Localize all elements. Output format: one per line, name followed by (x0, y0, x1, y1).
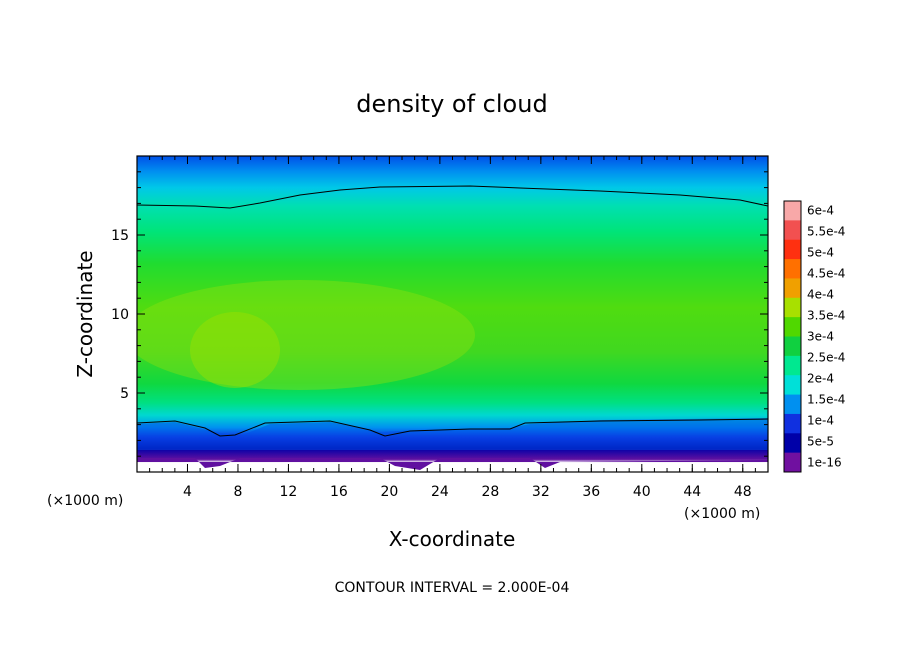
high-density-core (190, 312, 280, 388)
x-tick-label: 36 (582, 484, 600, 500)
y-tick-label: 10 (111, 307, 129, 323)
colorbar-frame (783, 200, 802, 473)
colorbar-label: 4e-4 (807, 288, 834, 302)
colorbar-label: 5e-5 (807, 434, 834, 448)
colorbar-label: 4.5e-4 (807, 267, 845, 281)
chart-title: density of cloud (356, 90, 547, 118)
x-tick-label: 8 (233, 484, 242, 500)
colorbar-swatch (784, 297, 801, 318)
colorbar-label: 5e-4 (807, 246, 834, 260)
density-field (137, 156, 768, 472)
colorbar-swatch (784, 375, 801, 396)
colorbar-label: 1e-4 (807, 413, 834, 427)
ground-band (137, 458, 768, 470)
x-tick-label: 16 (330, 484, 348, 500)
colorbar-swatch (784, 220, 801, 241)
colorbar-label: 5.5e-4 (807, 225, 845, 239)
colorbar-swatch (784, 413, 801, 434)
colorbar-swatch (784, 355, 801, 376)
colorbar-label: 2e-4 (807, 371, 834, 385)
y-tick-label: 15 (111, 228, 129, 244)
x-axis-ticks: 4 8 12 16 20 24 28 32 36 40 44 48 (149, 156, 756, 500)
colorbar-swatch (784, 239, 801, 260)
y-tick-label: 5 (120, 386, 129, 402)
x-tick-label: 28 (481, 484, 499, 500)
colorbar-swatch (784, 201, 801, 221)
colorbar-swatch (784, 452, 801, 473)
colorbar-swatch (784, 433, 801, 454)
colorbar-label: 3e-4 (807, 330, 834, 344)
lower-dip-fill (137, 418, 768, 450)
colorbar-swatch (784, 259, 801, 279)
x-axis-title: X-coordinate (389, 527, 516, 551)
colorbar: 6e-4 5.5e-4 5e-4 4.5e-4 4e-4 3.5e-4 3e-4 2.5e-4… (783, 200, 845, 473)
x-tick-label: 48 (734, 484, 752, 500)
upper-contour-line (137, 185, 768, 209)
colorbar-swatch (784, 278, 801, 299)
colorbar-label: 6e-4 (807, 204, 834, 218)
lower-contour-line (137, 418, 768, 437)
x-tick-label: 20 (380, 484, 398, 500)
contour-interval-note: CONTOUR INTERVAL = 2.000E-04 (335, 580, 570, 596)
colorbar-label: 3.5e-4 (807, 309, 845, 323)
colorbar-swatch (784, 394, 801, 415)
high-density-blob (137, 280, 475, 390)
colorbar-label: 2.5e-4 (807, 350, 845, 364)
x-tick-label: 4 (183, 484, 192, 500)
x-tick-label: 40 (633, 484, 651, 500)
colorbar-label: 1e-16 (807, 455, 842, 469)
y-axis-ticks: 5 10 15 (111, 171, 768, 457)
y-axis-unit: (×1000 m) (47, 493, 123, 509)
x-tick-label: 44 (683, 484, 701, 500)
colorbar-swatch (784, 317, 801, 337)
x-tick-label: 24 (431, 484, 449, 500)
x-axis-unit: (×1000 m) (684, 506, 760, 522)
colorbar-swatch (784, 336, 801, 357)
x-tick-label: 12 (280, 484, 298, 500)
x-tick-label: 32 (532, 484, 550, 500)
colorbar-label: 1.5e-4 (807, 392, 845, 406)
y-axis-title: Z-coordinate (73, 250, 97, 377)
